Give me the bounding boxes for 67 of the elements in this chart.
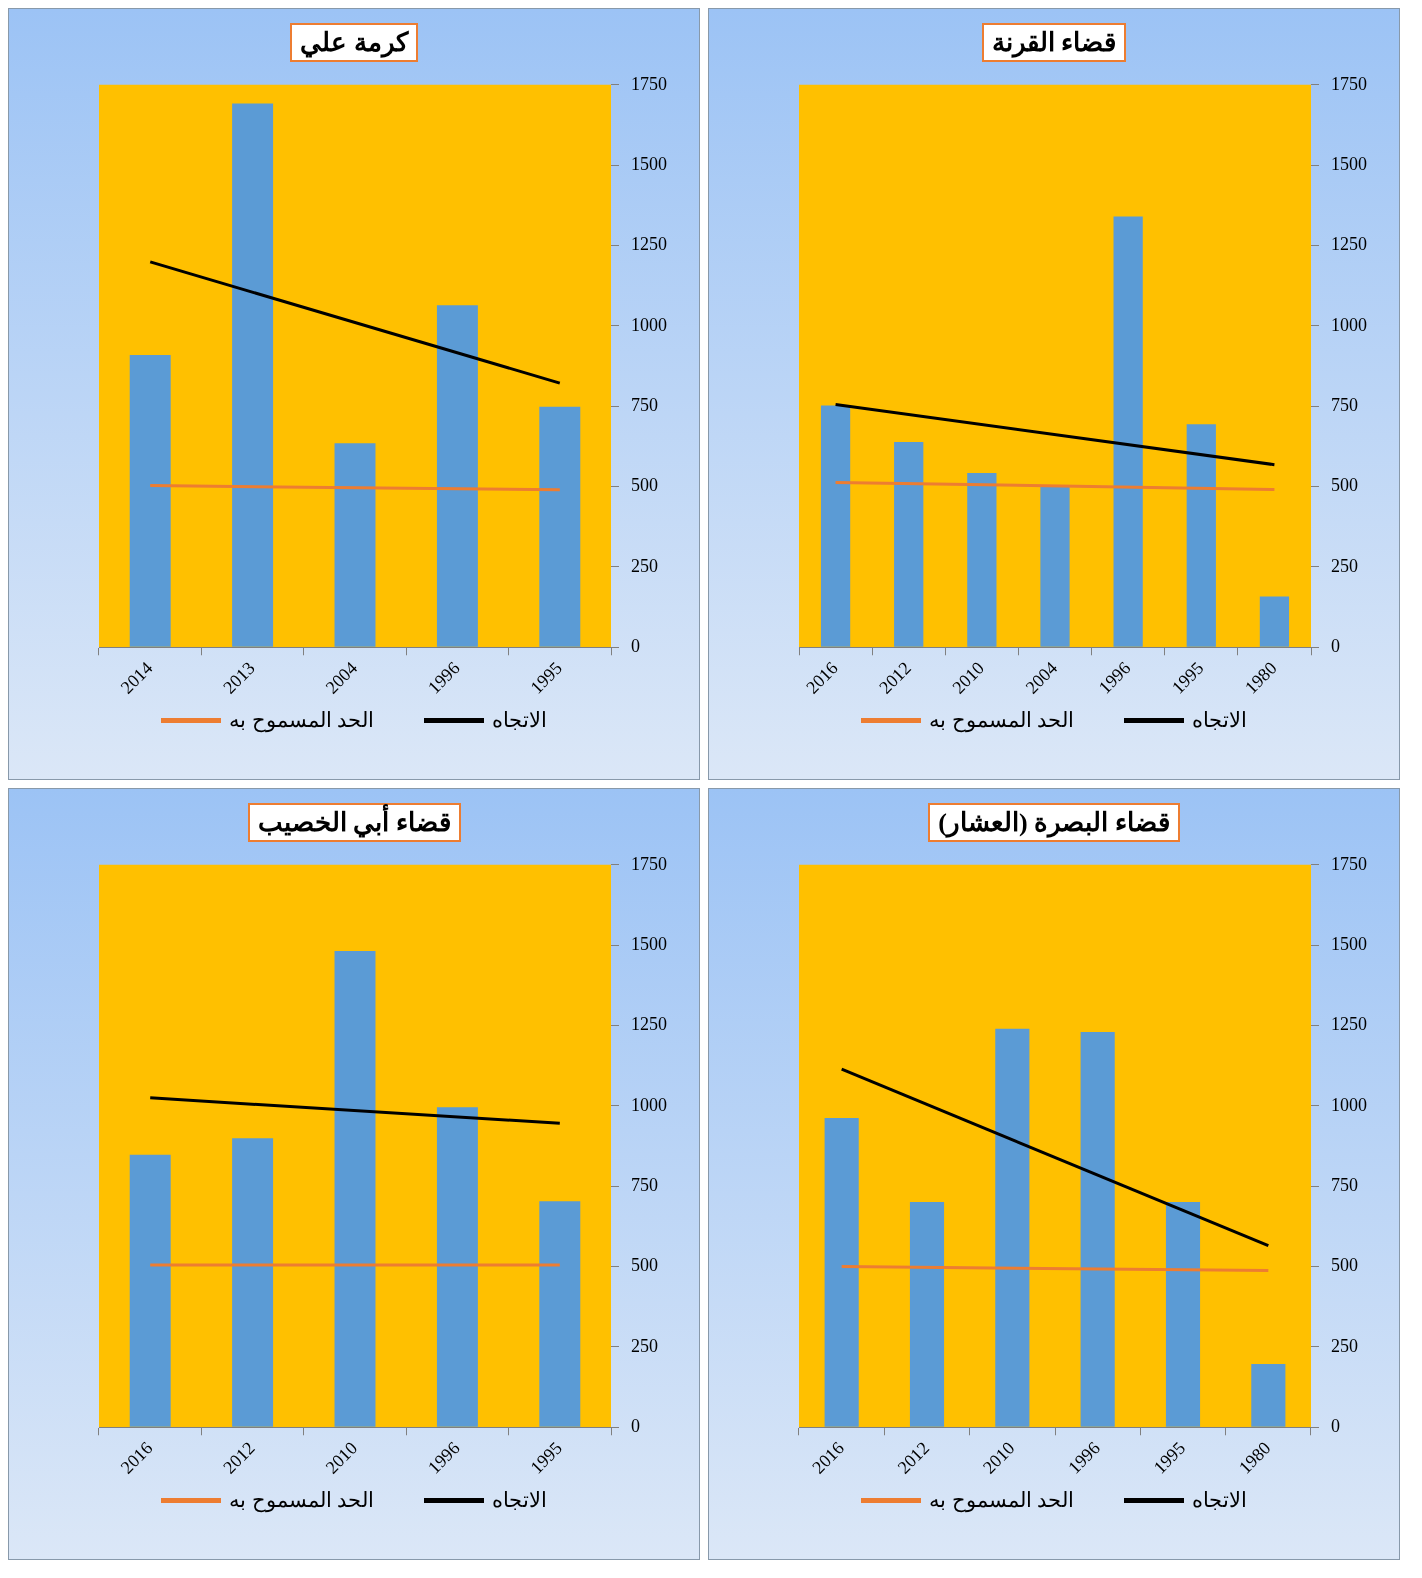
bar	[129, 355, 171, 647]
legend-label: الحد المسموح به	[229, 1488, 374, 1513]
y-tick-label: 750	[1331, 394, 1358, 415]
y-tick-label: 1750	[631, 853, 667, 874]
bar	[824, 1118, 859, 1427]
bar	[894, 441, 924, 647]
bar	[539, 406, 581, 647]
y-tick-label: 750	[1331, 1174, 1358, 1195]
legend-label: الحد المسموح به	[929, 1488, 1074, 1513]
chart-title: كرمة علي	[290, 23, 418, 62]
y-tick-label: 750	[631, 1174, 658, 1195]
y-tick-label: 0	[1331, 1416, 1340, 1437]
bar	[1186, 424, 1216, 647]
y-tick-label: 0	[631, 636, 640, 657]
bar	[436, 1107, 478, 1427]
y-tick-label: 1500	[631, 153, 667, 174]
y-tick-label: 250	[631, 1335, 658, 1356]
y-tick-label: 500	[1331, 475, 1358, 496]
y-tick-label: 1250	[631, 1014, 667, 1035]
y-tick-label: 500	[631, 475, 658, 496]
y-tick-label: 1500	[631, 933, 667, 954]
bar	[1040, 485, 1070, 647]
bar	[232, 103, 274, 647]
chart-title: قضاء البصرة (العشار)	[928, 803, 1180, 842]
legend-label: الحد المسموح به	[229, 708, 374, 733]
bar	[539, 1201, 581, 1427]
chart-title: قضاء أبي الخصيب	[247, 803, 461, 842]
y-tick-label: 1750	[631, 73, 667, 94]
y-tick-label: 1000	[631, 1094, 667, 1115]
y-tick-label: 750	[631, 394, 658, 415]
legend-label: الاتجاه	[491, 1488, 547, 1513]
chart-title: قضاء القرنة	[981, 23, 1127, 62]
y-tick-label: 0	[1331, 636, 1340, 657]
bar	[232, 1138, 274, 1427]
bar	[334, 950, 376, 1427]
y-tick-label: 1250	[1331, 1014, 1367, 1035]
bar	[909, 1201, 945, 1427]
y-tick-label: 1250	[1331, 234, 1367, 255]
y-tick-label: 1250	[631, 234, 667, 255]
bar	[1165, 1201, 1201, 1427]
bar	[967, 473, 997, 647]
y-tick-label: 500	[1331, 1255, 1358, 1276]
bar	[436, 305, 478, 647]
bar	[334, 443, 376, 647]
legend-label: الحد المسموح به	[929, 708, 1074, 733]
y-tick-label: 1500	[1331, 153, 1367, 174]
y-tick-label: 250	[1331, 555, 1358, 576]
y-tick-label: 1500	[1331, 933, 1367, 954]
y-tick-label: 0	[631, 1416, 640, 1437]
bar	[820, 405, 851, 647]
legend-label: الاتجاه	[1191, 1488, 1247, 1513]
bar	[995, 1028, 1030, 1427]
y-tick-label: 1000	[631, 314, 667, 335]
bar	[1251, 1363, 1286, 1427]
bar	[129, 1154, 171, 1427]
bar	[1259, 596, 1290, 647]
y-tick-label: 1750	[1331, 73, 1367, 94]
y-tick-label: 1000	[1331, 1094, 1367, 1115]
y-tick-label: 250	[631, 555, 658, 576]
bar	[1080, 1031, 1115, 1427]
legend-label: الاتجاه	[1191, 708, 1247, 733]
y-tick-label: 1000	[1331, 314, 1367, 335]
y-tick-label: 1750	[1331, 853, 1367, 874]
y-tick-label: 250	[1331, 1335, 1358, 1356]
bar	[1113, 216, 1143, 647]
y-tick-label: 500	[631, 1255, 658, 1276]
legend-label: الاتجاه	[491, 708, 547, 733]
